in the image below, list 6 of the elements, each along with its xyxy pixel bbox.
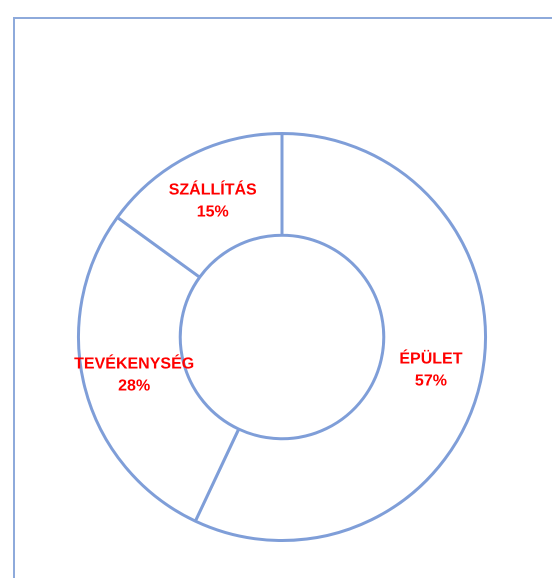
data-label: 28% [118,377,150,394]
slice-label: TEVÉKENYSÉG [74,353,194,372]
data-label: 15% [196,203,229,220]
slice-label: ÉPÜLET [399,348,463,368]
slice-label: SZÁLLÍTÁS [168,179,258,198]
data-label: 57% [414,372,447,390]
